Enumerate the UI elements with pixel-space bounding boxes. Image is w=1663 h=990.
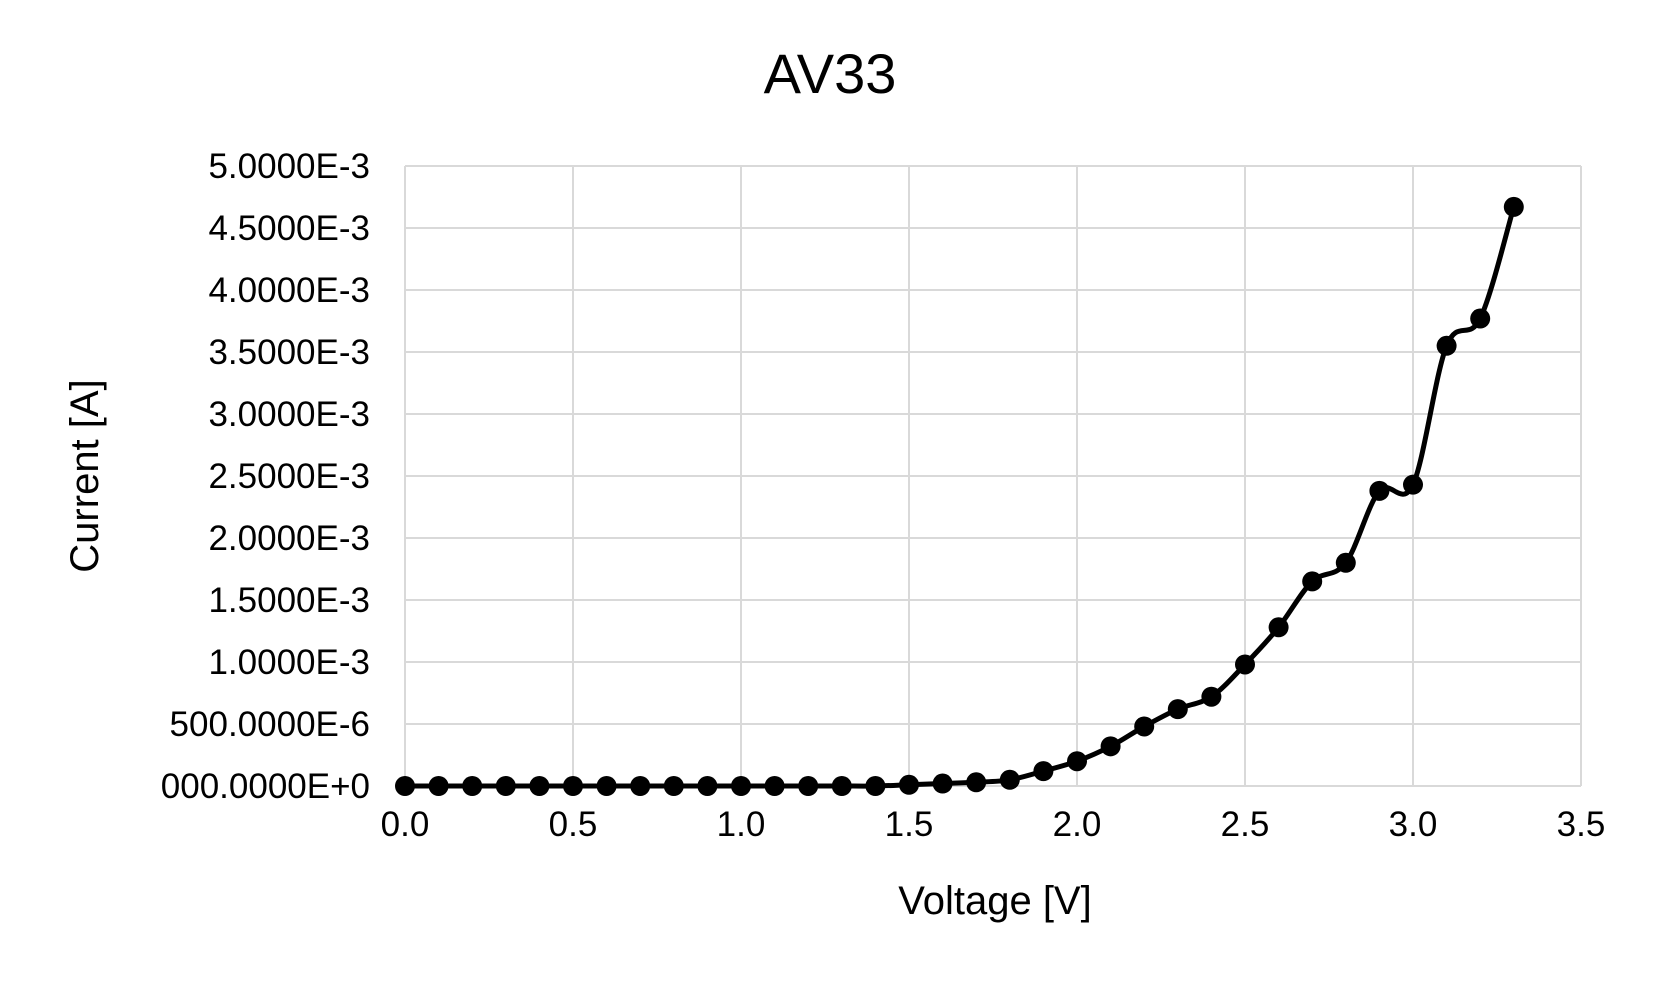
y-axis-label: Current [A]: [63, 379, 107, 572]
y-tick-labels: 000.0000E+0 500.0000E-6 1.0000E-3 1.5000E-3…: [161, 147, 370, 806]
data-point: [1503, 196, 1524, 217]
data-point: [1033, 761, 1054, 782]
series-markers: [395, 196, 1524, 796]
y-tick-label: 2.5000E-3: [208, 457, 370, 496]
data-point: [798, 776, 819, 796]
x-tick-label: 3.0: [1389, 805, 1438, 844]
data-point: [1067, 751, 1087, 772]
x-tick-labels: 0.0 0.5 1.0 1.5 2.0 2.5 3.0 3.5: [381, 805, 1606, 844]
data-point: [764, 776, 785, 796]
data-point: [831, 776, 852, 796]
data-point: [630, 776, 651, 796]
y-tick-label: 000.0000E+0: [161, 767, 370, 806]
y-tick-label: 3.5000E-3: [208, 333, 370, 372]
x-tick-label: 0.5: [549, 805, 598, 844]
x-tick-label: 3.5: [1557, 805, 1606, 844]
data-point: [966, 772, 987, 793]
data-point: [428, 776, 449, 796]
data-point: [1369, 480, 1390, 501]
x-tick-label: 2.0: [1053, 805, 1102, 844]
chart-title: AV33: [764, 42, 897, 105]
data-point: [865, 776, 886, 796]
y-tick-label: 5.0000E-3: [208, 147, 370, 186]
x-tick-label: 1.5: [885, 805, 934, 844]
y-tick-label: 4.0000E-3: [208, 271, 370, 310]
data-point: [1335, 552, 1356, 573]
data-point: [1167, 699, 1188, 720]
x-tick-label: 1.0: [717, 805, 766, 844]
data-point: [999, 769, 1020, 790]
data-point: [932, 773, 953, 794]
data-point: [529, 776, 550, 796]
data-point: [697, 776, 718, 796]
data-point: [462, 776, 483, 796]
data-point: [1302, 571, 1323, 592]
data-point: [495, 776, 516, 796]
data-point: [1470, 308, 1491, 329]
data-point: [1235, 654, 1255, 675]
data-point: [731, 776, 751, 796]
grid-layer: [404, 165, 1582, 787]
y-tick-label: 3.0000E-3: [208, 395, 370, 434]
y-tick-label: 2.0000E-3: [208, 519, 370, 558]
y-tick-label: 500.0000E-6: [170, 705, 370, 744]
series-line: [402, 204, 1517, 789]
data-point: [395, 776, 415, 796]
data-point: [596, 776, 617, 796]
data-point: [1201, 686, 1222, 707]
y-tick-label: 1.5000E-3: [208, 581, 370, 620]
data-point: [1436, 335, 1457, 356]
data-point: [663, 776, 684, 796]
data-point: [1134, 716, 1155, 737]
data-point: [563, 776, 583, 796]
data-point: [1403, 474, 1423, 495]
x-tick-label: 0.0: [381, 805, 430, 844]
data-point: [1100, 736, 1121, 757]
y-tick-label: 1.0000E-3: [208, 643, 370, 682]
data-point: [899, 774, 919, 795]
y-tick-label: 4.5000E-3: [208, 209, 370, 248]
x-tick-label: 2.5: [1221, 805, 1270, 844]
x-axis-label: Voltage [V]: [898, 879, 1091, 923]
data-point: [1268, 617, 1289, 638]
